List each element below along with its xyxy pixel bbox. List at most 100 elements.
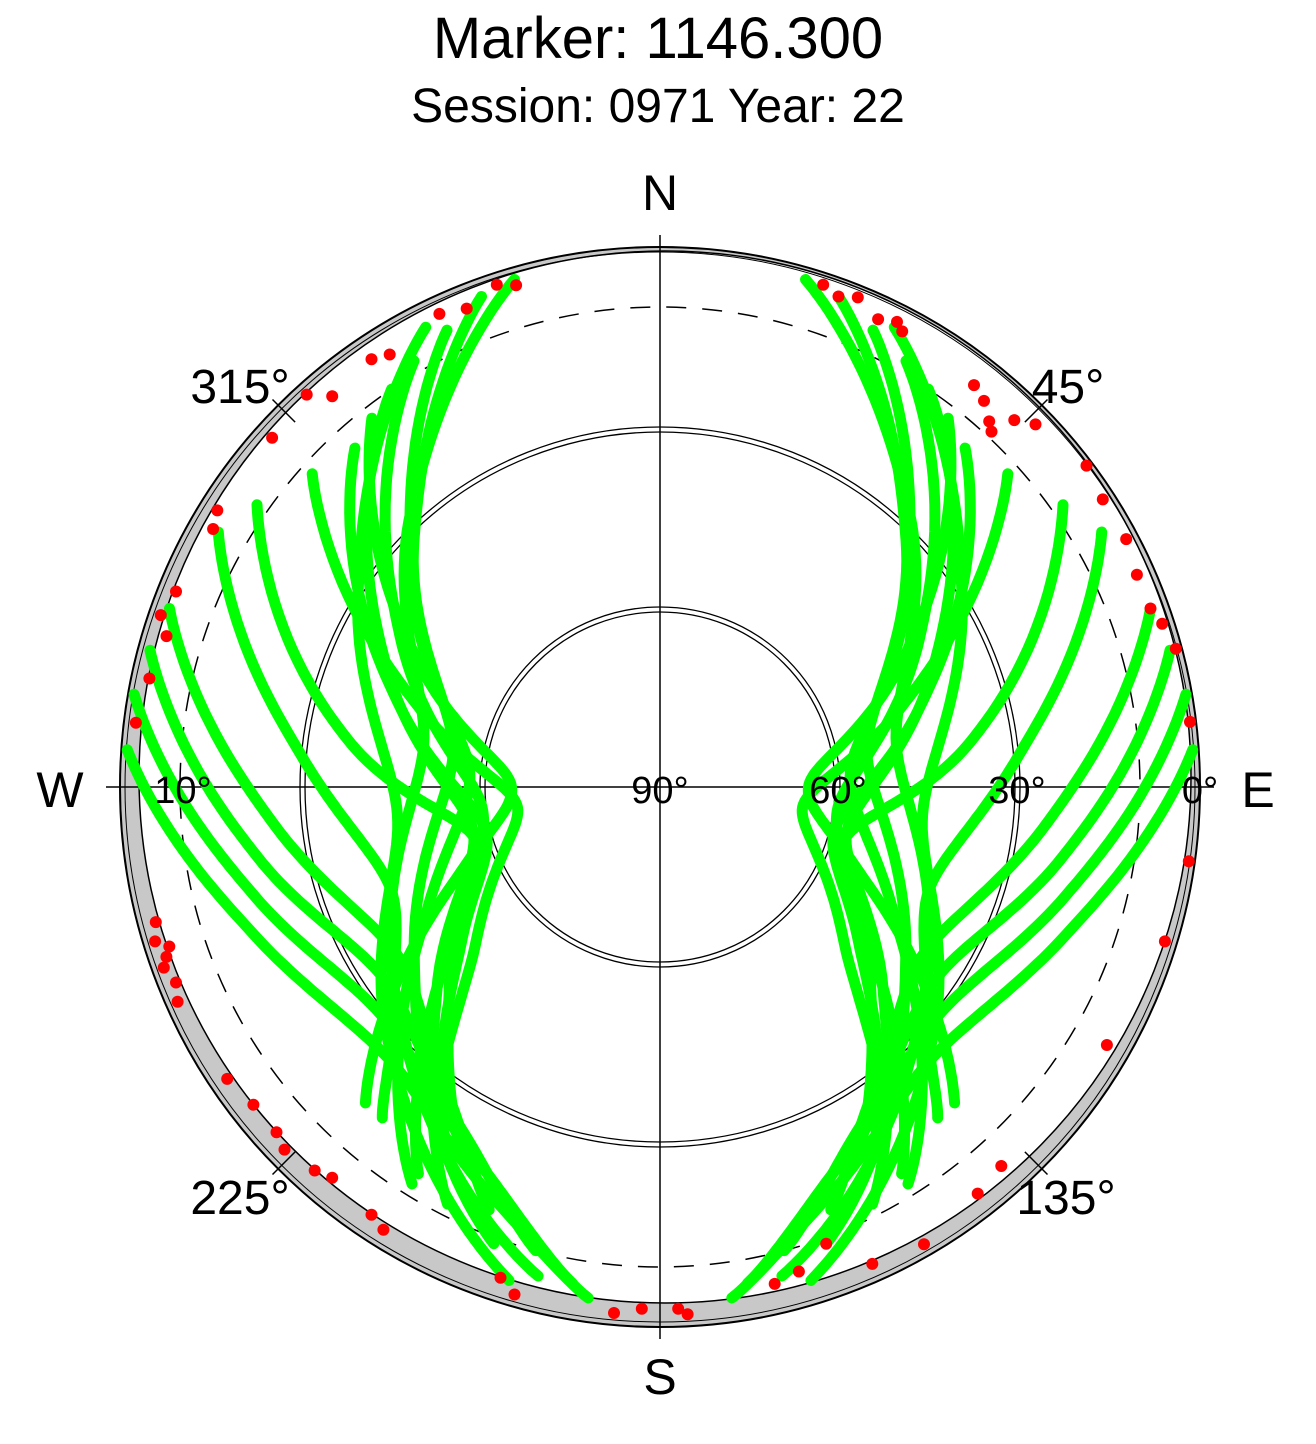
azimuth-label-225: 225° xyxy=(190,1172,289,1225)
flagged-point-54 xyxy=(160,630,173,643)
flagged-point-8 xyxy=(978,394,990,407)
flagged-point-2 xyxy=(832,290,845,303)
satellite-track-22 xyxy=(359,412,518,1109)
flagged-point-14 xyxy=(1096,493,1109,506)
azimuth-tick-225 xyxy=(271,1151,296,1176)
flagged-point-7 xyxy=(968,379,980,392)
chart-title: Marker: 1146.300 xyxy=(433,6,883,71)
satellite-track-14 xyxy=(742,688,1192,1289)
flagged-point-28 xyxy=(820,1237,833,1250)
satellite-track-29 xyxy=(128,688,578,1289)
flagged-point-61 xyxy=(326,390,339,403)
flagged-point-1 xyxy=(817,278,830,291)
flagged-point-24 xyxy=(995,1160,1008,1172)
elevation-label-10: 10° xyxy=(154,770,211,812)
flagged-point-18 xyxy=(1156,617,1169,630)
flagged-point-45 xyxy=(171,995,184,1008)
satellite-track-11 xyxy=(918,526,1108,1124)
flagged-point-49 xyxy=(163,940,176,953)
flagged-point-57 xyxy=(207,523,220,535)
plot-area xyxy=(106,235,1214,1339)
flagged-point-47 xyxy=(157,961,170,974)
satellite-track-10 xyxy=(837,499,1069,1164)
flagged-point-59 xyxy=(266,431,279,444)
flagged-point-35 xyxy=(508,1288,521,1301)
flagged-point-36 xyxy=(494,1271,507,1284)
azimuth-label-45: 45° xyxy=(1032,361,1105,414)
flagged-point-64 xyxy=(433,307,446,320)
flagged-point-66 xyxy=(490,278,503,291)
flagged-point-25 xyxy=(971,1187,984,1200)
flagged-point-44 xyxy=(221,1072,234,1085)
flagged-point-32 xyxy=(672,1302,685,1315)
flagged-point-20 xyxy=(1184,715,1196,728)
satellite-track-30 xyxy=(121,744,594,1304)
flagged-point-37 xyxy=(377,1223,390,1236)
satellite-track-3 xyxy=(844,324,928,1190)
flagged-point-26 xyxy=(918,1238,930,1251)
chart-subtitle: Session: 0971 Year: 22 xyxy=(411,80,905,133)
azimuth-tick-315 xyxy=(271,398,296,423)
flagged-point-21 xyxy=(1182,855,1195,868)
satellite-track-26 xyxy=(212,526,402,1124)
flagged-point-53 xyxy=(143,672,156,685)
flagged-point-15 xyxy=(1120,533,1133,546)
flagged-point-55 xyxy=(154,609,167,622)
flagged-point-33 xyxy=(635,1302,648,1315)
flagged-point-31 xyxy=(681,1308,694,1321)
flagged-point-13 xyxy=(1080,459,1093,472)
flagged-point-50 xyxy=(149,935,162,948)
flagged-point-9 xyxy=(1008,414,1021,427)
flagged-point-65 xyxy=(460,302,473,315)
flagged-point-34 xyxy=(608,1307,620,1319)
east-label: E xyxy=(1241,762,1274,818)
satellite-track-25 xyxy=(251,499,483,1164)
satellite-track-24 xyxy=(306,468,524,1112)
flagged-point-4 xyxy=(872,313,885,326)
flagged-point-11 xyxy=(983,415,996,428)
south-label: S xyxy=(643,1349,676,1405)
flagged-point-3 xyxy=(851,291,864,304)
flagged-point-40 xyxy=(308,1164,321,1177)
flagged-point-67 xyxy=(510,279,523,292)
satellite-track-15 xyxy=(726,744,1199,1304)
flagged-point-19 xyxy=(1169,642,1182,655)
flagged-point-10 xyxy=(1029,418,1042,431)
flagged-point-6 xyxy=(896,325,909,338)
satellite-track-9 xyxy=(796,468,1014,1112)
flagged-point-60 xyxy=(300,388,313,401)
flagged-point-56 xyxy=(170,585,182,598)
azimuth-label-135: 135° xyxy=(1016,1172,1115,1225)
satellite-track-7 xyxy=(802,412,961,1109)
azimuth-tick-135 xyxy=(1024,1151,1049,1176)
flagged-point-42 xyxy=(270,1126,283,1139)
elevation-label-0: 0° xyxy=(1182,770,1218,812)
flagged-point-39 xyxy=(326,1171,339,1184)
flagged-point-43 xyxy=(247,1098,260,1111)
north-label: N xyxy=(642,165,678,221)
elevation-label-90: 90° xyxy=(631,770,688,812)
flagged-point-12 xyxy=(985,425,998,438)
satellite-track-18 xyxy=(392,324,476,1190)
flagged-point-17 xyxy=(1144,602,1157,615)
elevation-label-30: 30° xyxy=(988,770,1045,812)
flagged-point-5 xyxy=(891,315,903,328)
flagged-point-29 xyxy=(792,1265,805,1278)
flagged-point-51 xyxy=(149,916,162,929)
flagged-point-23 xyxy=(1100,1039,1113,1051)
flagged-point-52 xyxy=(129,716,142,729)
flagged-point-63 xyxy=(383,348,396,361)
flagged-point-46 xyxy=(170,976,182,989)
elevation-label-60: 60° xyxy=(809,770,866,812)
flagged-point-38 xyxy=(365,1208,378,1221)
flagged-point-22 xyxy=(1158,935,1171,948)
azimuth-tick-45 xyxy=(1024,398,1049,423)
flagged-point-48 xyxy=(160,950,173,963)
flagged-point-30 xyxy=(768,1277,781,1290)
flagged-point-41 xyxy=(278,1143,291,1156)
flagged-point-58 xyxy=(211,504,224,517)
flagged-point-16 xyxy=(1130,568,1143,581)
flagged-point-27 xyxy=(866,1257,879,1270)
west-label: W xyxy=(36,762,84,818)
